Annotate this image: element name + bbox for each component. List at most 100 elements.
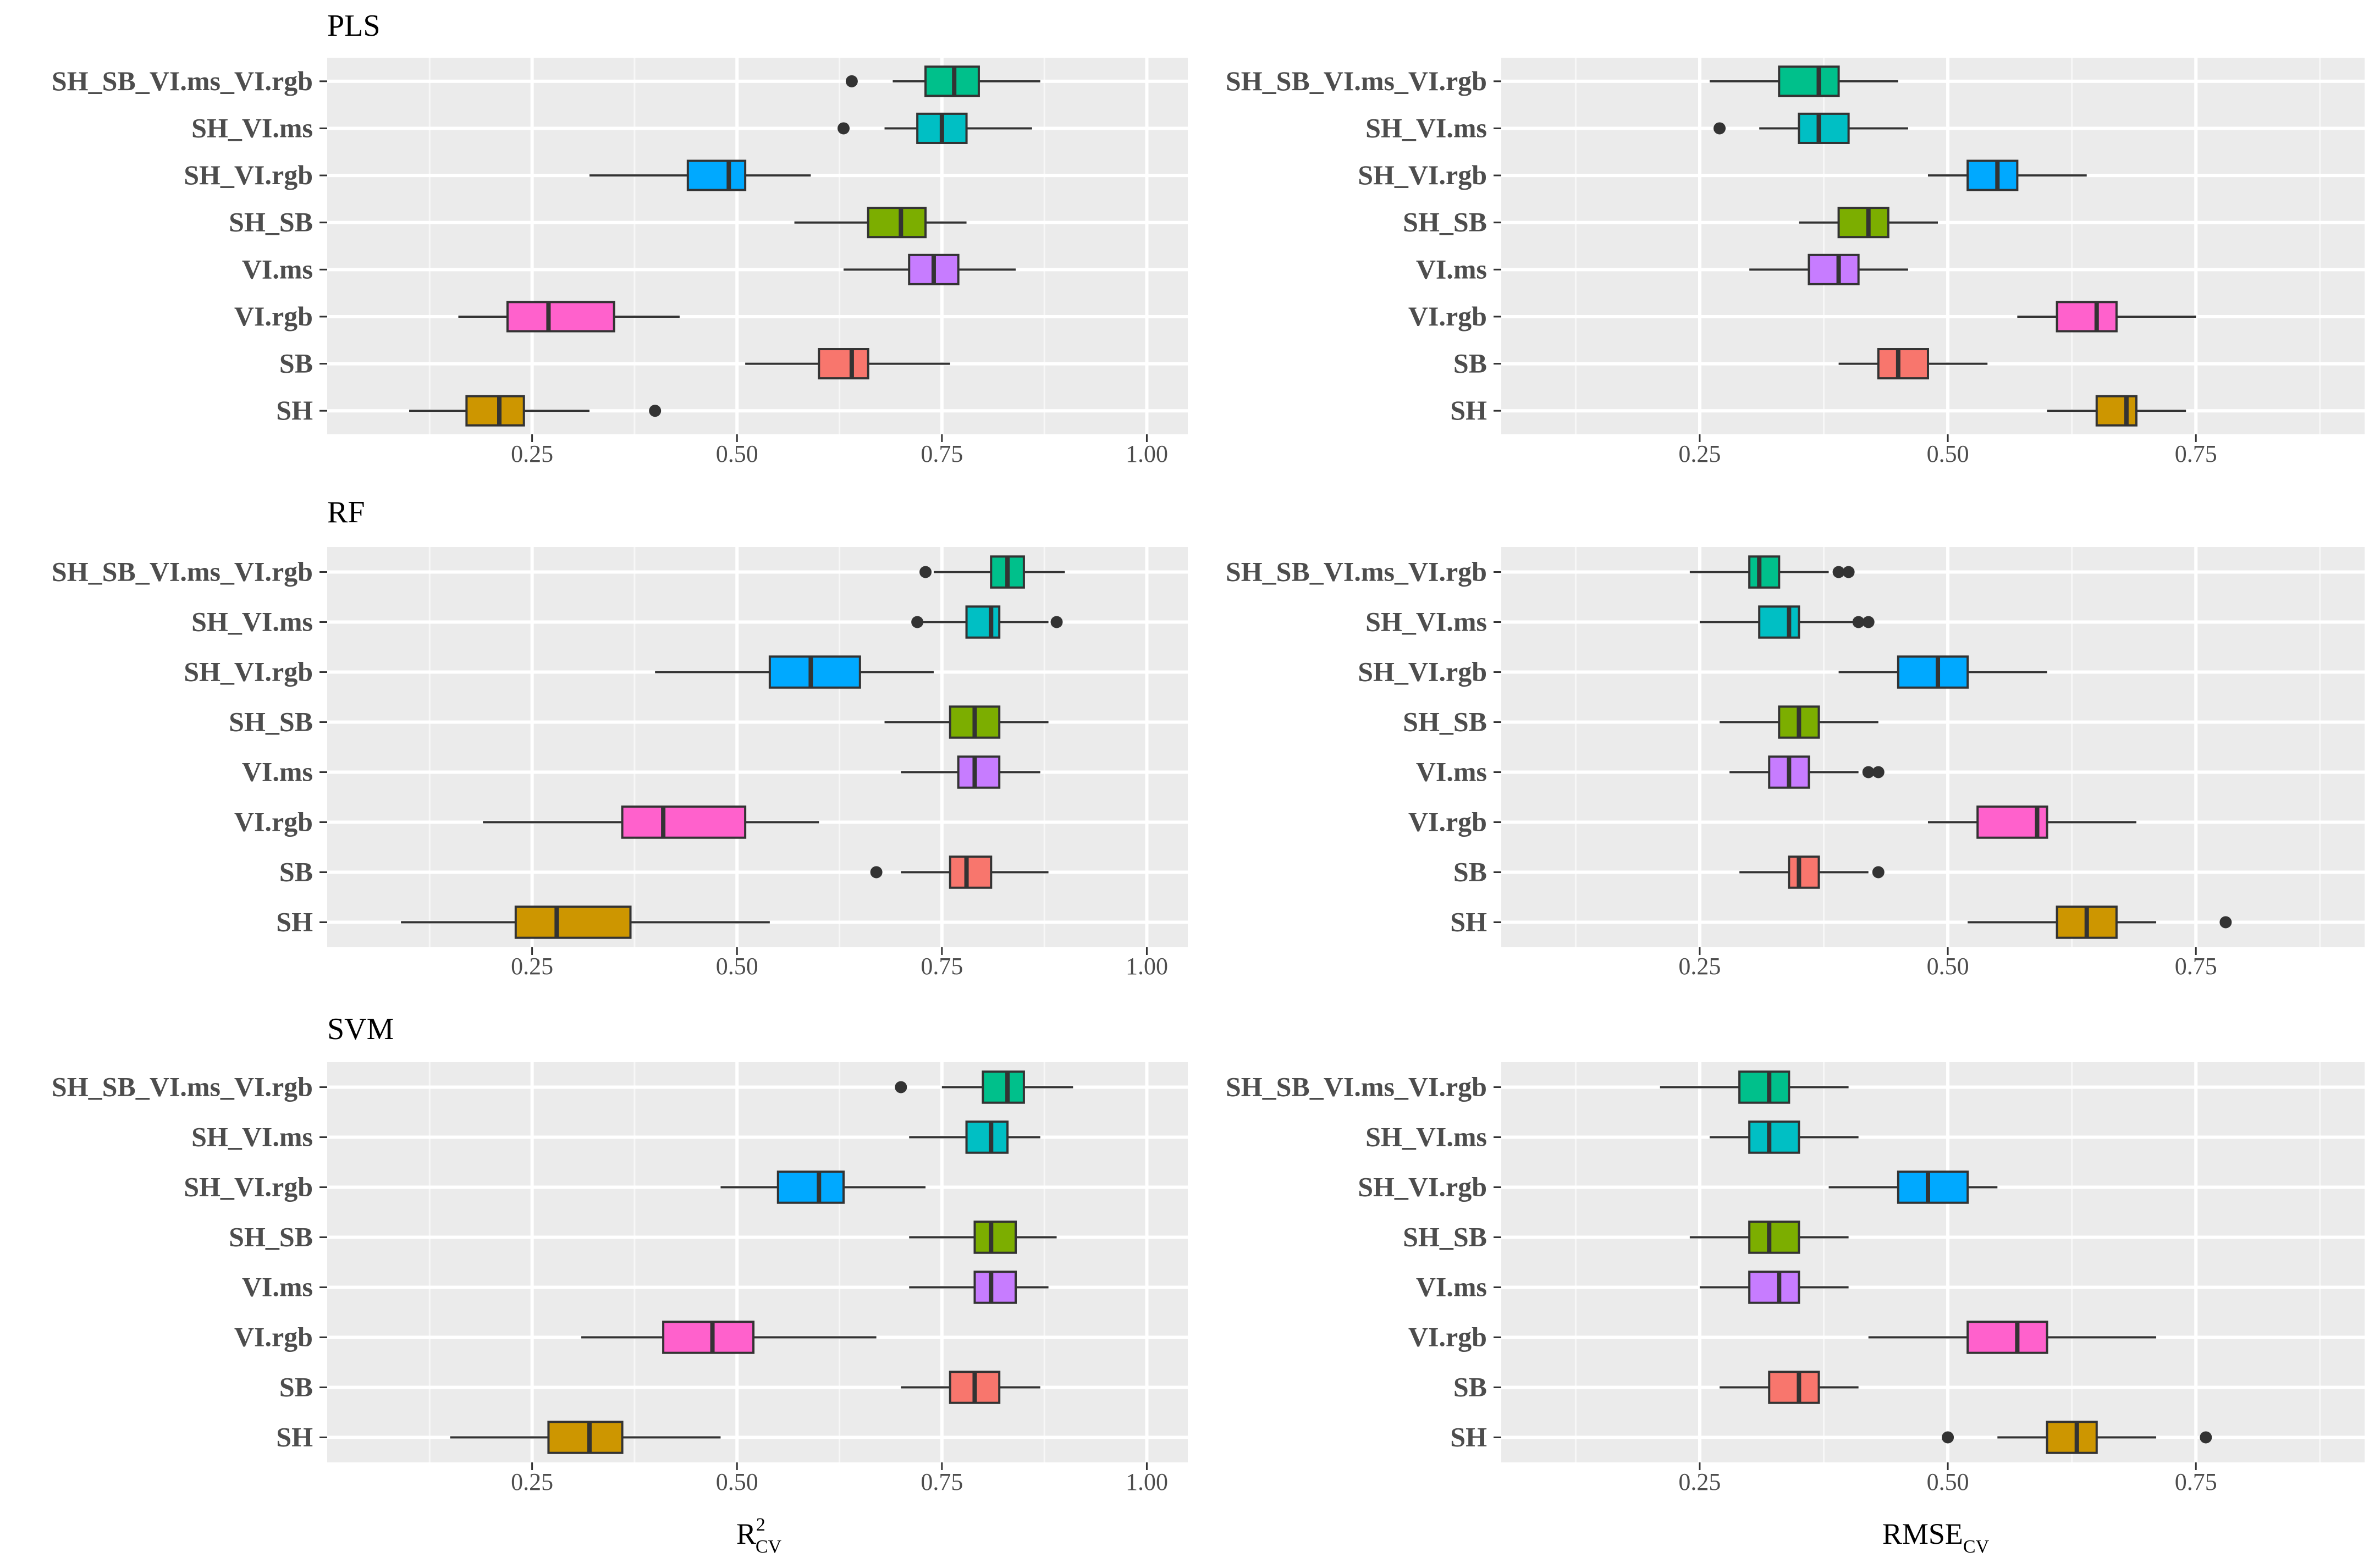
category-label: SH_SB — [229, 207, 313, 238]
box-sh-vi-rgb — [1897, 1170, 1969, 1204]
x-tick-label: 1.00 — [1126, 953, 1168, 980]
box-sb — [1768, 1371, 1820, 1404]
panel-background — [1501, 547, 2365, 947]
outlier-point — [1872, 866, 1885, 879]
category-label: SH_SB_VI.ms_VI.rgb — [1226, 1072, 1487, 1102]
panel-rf-rmse: SH_SB_VI.ms_VI.rgb SH_VI.ms SH_VI.rgb SH_SB… — [1226, 547, 2365, 980]
x-tick-label: 0.75 — [2175, 953, 2217, 980]
category-label: SH_VI.rgb — [1358, 159, 1487, 190]
x-axis-title-main: R — [736, 1517, 756, 1550]
x-tick-label: 0.25 — [1678, 953, 1721, 980]
x-axis-title-main: RMSE — [1882, 1517, 1963, 1550]
category-label: SH_SB_VI.ms_VI.rgb — [52, 1072, 313, 1102]
x-tick-label: 0.75 — [2175, 440, 2217, 467]
box-sb — [818, 348, 869, 380]
outlier-point — [1852, 616, 1865, 628]
category-label: SH_VI.ms — [1365, 112, 1487, 143]
box-sh-sb — [1748, 1220, 1800, 1254]
x-tick-label: 0.25 — [511, 953, 553, 980]
outlier-point — [895, 1081, 907, 1093]
box-sb — [1877, 348, 1929, 380]
box-vi-rgb — [621, 805, 747, 839]
x-tick-label: 1.00 — [1126, 440, 1168, 467]
category-label: VI.ms — [1416, 253, 1487, 284]
category-label: SH_SB — [1403, 207, 1487, 238]
panel-background — [1501, 58, 2365, 434]
panel-pls-r2: SH_SB_VI.ms_VI.rgb SH_VI.ms SH_VI.rgb SH_SB… — [52, 9, 1188, 467]
category-label: SH_SB — [229, 1222, 313, 1252]
category-label: SH_SB_VI.ms_VI.rgb — [52, 556, 313, 587]
x-tick-label: 0.50 — [1927, 1468, 1969, 1495]
box-sh-sb-vi-ms-vi-rgb — [1748, 555, 1781, 589]
outlier-point — [1862, 766, 1875, 778]
box-vi-ms — [957, 755, 1001, 789]
category-label: VI.ms — [1416, 756, 1487, 787]
x-tick-label: 0.50 — [1927, 953, 1969, 980]
category-label: VI.rgb — [1408, 301, 1487, 332]
category-label: SH_SB — [229, 706, 313, 737]
outlier-point — [1832, 566, 1845, 578]
category-label: SH_SB_VI.ms_VI.rgb — [52, 65, 313, 96]
x-tick-label: 0.75 — [2175, 1468, 2217, 1495]
category-label: SH_SB — [1403, 706, 1487, 737]
x-axis-title-r2: R2 CV — [736, 1515, 782, 1557]
category-label: SB — [279, 1372, 313, 1402]
category-label: SH — [1450, 395, 1487, 426]
category-label: SB — [279, 857, 313, 887]
category-label: SH — [1450, 907, 1487, 937]
outlier-point — [1942, 1431, 1954, 1444]
category-label: SH — [276, 395, 313, 426]
outlier-point — [1714, 122, 1726, 135]
x-tick-label: 0.75 — [921, 1468, 963, 1495]
category-label: SH_SB — [1403, 1222, 1487, 1252]
box-sh-sb-vi-ms-vi-rgb — [1738, 1070, 1790, 1104]
category-label: SH_SB_VI.ms_VI.rgb — [1226, 65, 1487, 96]
box-sh-vi-rgb — [1966, 159, 2019, 191]
box-sb — [1788, 855, 1820, 889]
box-sh-vi-rgb — [686, 159, 747, 191]
box-sh — [2046, 1421, 2098, 1454]
x-tick-label: 0.50 — [716, 440, 758, 467]
category-label: SH_VI.rgb — [184, 159, 313, 190]
box-vi-ms — [973, 1271, 1017, 1304]
outlier-point — [2200, 1431, 2212, 1444]
box-sh — [514, 905, 632, 939]
panel-background — [327, 547, 1188, 947]
panel-svm-r2: SH_SB_VI.ms_VI.rgb SH_VI.ms SH_VI.rgb SH_SB… — [52, 1012, 1188, 1495]
x-axis-title-sup: 2 — [756, 1515, 765, 1535]
category-label: VI.rgb — [234, 301, 313, 332]
category-label: SH_VI.rgb — [1358, 1172, 1487, 1202]
box-sh-sb — [867, 207, 927, 239]
x-tick-label: 1.00 — [1126, 1468, 1168, 1495]
outlier-point — [649, 405, 662, 417]
category-label: SH_VI.rgb — [1358, 656, 1487, 687]
box-vi-rgb — [662, 1321, 755, 1354]
x-tick-label: 0.50 — [1927, 440, 1969, 467]
outlier-point — [845, 75, 858, 87]
category-label: SB — [1453, 857, 1487, 887]
panel-background — [327, 1062, 1188, 1462]
x-tick-label: 0.25 — [511, 1468, 553, 1495]
outlier-point — [1842, 566, 1855, 578]
panel-pls-rmse: SH_SB_VI.ms_VI.rgb SH_VI.ms SH_VI.rgb SH_SB… — [1226, 58, 2365, 467]
outlier-point — [919, 566, 932, 578]
x-tick-label: 0.75 — [921, 953, 963, 980]
outlier-point — [1872, 766, 1885, 778]
panel-title: RF — [327, 495, 365, 529]
category-label: SH — [276, 907, 313, 937]
x-axis-title-rmse: RMSECV — [1882, 1517, 1990, 1557]
category-label: VI.ms — [242, 253, 313, 284]
box-vi-rgb — [506, 301, 615, 333]
box-sh — [547, 1421, 624, 1454]
category-label: VI.ms — [242, 1272, 313, 1302]
box-sh-vi-rgb — [1897, 655, 1969, 689]
category-label: VI.rgb — [234, 1322, 313, 1352]
panel-background — [327, 58, 1188, 434]
box-sh-vi-rgb — [768, 655, 861, 689]
category-label: VI.rgb — [234, 807, 313, 837]
x-tick-label: 0.50 — [716, 953, 758, 980]
box-sh-vi-ms — [965, 605, 1001, 639]
category-label: SH_VI.rgb — [184, 656, 313, 687]
panel-background — [1501, 1062, 2365, 1462]
